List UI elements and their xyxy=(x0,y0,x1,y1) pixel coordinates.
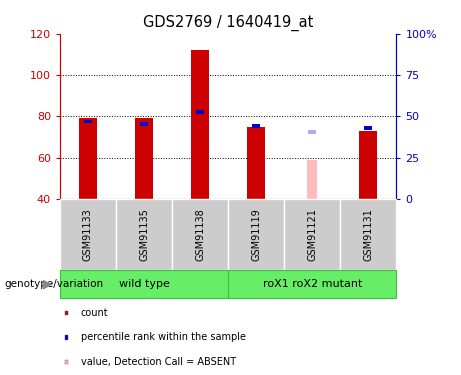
Text: GSM91121: GSM91121 xyxy=(307,208,317,261)
Text: value, Detection Call = ABSENT: value, Detection Call = ABSENT xyxy=(81,357,236,367)
Bar xyxy=(228,270,396,298)
Bar xyxy=(340,199,396,270)
Bar xyxy=(60,270,228,298)
Bar xyxy=(191,50,209,199)
Text: roX1 roX2 mutant: roX1 roX2 mutant xyxy=(263,279,362,289)
Bar xyxy=(308,130,316,134)
Bar xyxy=(140,122,148,126)
Text: GSM91135: GSM91135 xyxy=(139,208,149,261)
Bar xyxy=(365,126,372,130)
Bar xyxy=(252,124,260,128)
Bar xyxy=(196,111,204,114)
Bar xyxy=(84,120,92,123)
Bar xyxy=(307,160,317,199)
Text: GSM91138: GSM91138 xyxy=(195,208,205,261)
Bar xyxy=(284,199,340,270)
Bar xyxy=(172,199,228,270)
Text: wild type: wild type xyxy=(118,279,170,289)
Text: ▶: ▶ xyxy=(43,278,53,291)
Text: GSM91131: GSM91131 xyxy=(363,208,373,261)
Bar xyxy=(135,118,153,199)
Title: GDS2769 / 1640419_at: GDS2769 / 1640419_at xyxy=(143,15,313,31)
Bar xyxy=(247,127,265,199)
Text: count: count xyxy=(81,308,108,318)
Bar xyxy=(116,199,172,270)
Bar xyxy=(79,118,97,199)
Text: percentile rank within the sample: percentile rank within the sample xyxy=(81,333,246,342)
Text: GSM91133: GSM91133 xyxy=(83,208,93,261)
Text: GSM91119: GSM91119 xyxy=(251,208,261,261)
Bar xyxy=(228,199,284,270)
Text: genotype/variation: genotype/variation xyxy=(5,279,104,289)
Bar xyxy=(360,131,378,199)
Bar xyxy=(60,199,116,270)
